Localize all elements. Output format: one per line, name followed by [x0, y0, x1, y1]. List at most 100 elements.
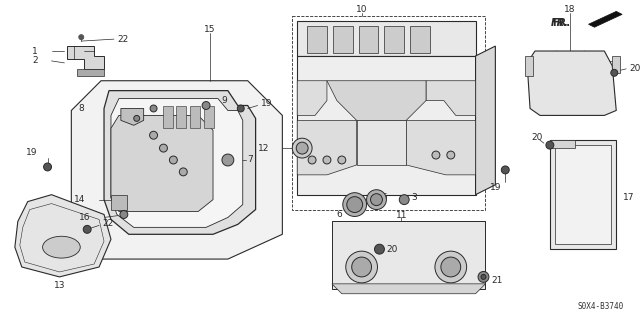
Text: 18: 18	[564, 5, 575, 14]
Polygon shape	[307, 26, 327, 53]
Text: 20: 20	[532, 133, 543, 142]
Polygon shape	[356, 120, 406, 165]
Circle shape	[399, 195, 409, 204]
Polygon shape	[15, 195, 111, 277]
Polygon shape	[406, 120, 476, 175]
Polygon shape	[121, 108, 143, 125]
Ellipse shape	[43, 236, 80, 258]
Polygon shape	[77, 69, 104, 76]
Text: 14: 14	[74, 195, 85, 204]
Polygon shape	[550, 140, 616, 249]
Text: 3: 3	[411, 193, 417, 202]
Text: 8: 8	[79, 104, 84, 113]
Circle shape	[150, 105, 157, 112]
Text: 6: 6	[336, 210, 342, 219]
Text: 11: 11	[396, 211, 407, 220]
Polygon shape	[612, 56, 620, 73]
Text: 7: 7	[248, 155, 253, 165]
Polygon shape	[410, 26, 430, 53]
Text: 22: 22	[117, 35, 128, 44]
Text: 21: 21	[492, 276, 503, 286]
Text: 12: 12	[258, 144, 269, 152]
Circle shape	[237, 105, 244, 112]
Circle shape	[292, 138, 312, 158]
Circle shape	[296, 142, 308, 154]
Circle shape	[323, 156, 331, 164]
Circle shape	[44, 163, 51, 171]
Circle shape	[371, 194, 383, 205]
Text: FR.: FR.	[550, 18, 569, 28]
Polygon shape	[104, 91, 255, 234]
Circle shape	[374, 244, 385, 254]
Circle shape	[343, 193, 367, 217]
Polygon shape	[385, 26, 404, 53]
Text: 2: 2	[32, 56, 38, 65]
Circle shape	[347, 197, 363, 212]
Circle shape	[222, 154, 234, 166]
Circle shape	[441, 257, 461, 277]
Text: 19: 19	[260, 99, 272, 108]
Text: 16: 16	[79, 213, 90, 222]
Text: S0X4-B3740: S0X4-B3740	[578, 302, 624, 311]
Circle shape	[179, 168, 188, 176]
Polygon shape	[358, 26, 378, 53]
Circle shape	[352, 257, 372, 277]
Circle shape	[308, 156, 316, 164]
Text: FR.: FR.	[552, 18, 570, 28]
Polygon shape	[555, 145, 611, 244]
Polygon shape	[525, 56, 533, 76]
Circle shape	[150, 131, 157, 139]
Polygon shape	[527, 51, 616, 115]
Circle shape	[367, 190, 387, 210]
Polygon shape	[190, 106, 200, 128]
Text: 10: 10	[356, 5, 367, 14]
Polygon shape	[297, 81, 327, 115]
Polygon shape	[327, 81, 426, 120]
Text: 1: 1	[32, 47, 38, 56]
Circle shape	[432, 151, 440, 159]
Circle shape	[202, 101, 210, 109]
Circle shape	[481, 274, 486, 279]
Polygon shape	[163, 106, 173, 128]
Circle shape	[120, 211, 128, 219]
Polygon shape	[67, 46, 104, 69]
Text: 15: 15	[204, 25, 216, 34]
Polygon shape	[71, 81, 282, 259]
Polygon shape	[332, 221, 486, 289]
Circle shape	[611, 69, 618, 76]
Polygon shape	[332, 284, 486, 294]
Polygon shape	[204, 106, 214, 128]
Polygon shape	[333, 26, 353, 53]
Circle shape	[79, 35, 84, 40]
Polygon shape	[111, 99, 243, 227]
Polygon shape	[111, 115, 213, 211]
Polygon shape	[111, 195, 127, 210]
Polygon shape	[297, 56, 476, 195]
Polygon shape	[297, 21, 476, 56]
Circle shape	[501, 166, 509, 174]
Text: 13: 13	[54, 281, 65, 290]
Circle shape	[83, 226, 91, 233]
Text: 19: 19	[490, 183, 501, 192]
Circle shape	[546, 141, 554, 149]
Polygon shape	[426, 81, 476, 115]
Circle shape	[447, 151, 455, 159]
Text: 17: 17	[623, 193, 634, 202]
Text: 19: 19	[26, 148, 38, 157]
Polygon shape	[589, 11, 622, 27]
Circle shape	[159, 144, 168, 152]
Polygon shape	[332, 221, 486, 229]
Circle shape	[435, 251, 467, 283]
Circle shape	[134, 115, 140, 121]
Text: 20: 20	[387, 245, 398, 254]
Polygon shape	[177, 106, 186, 128]
Circle shape	[338, 156, 346, 164]
Text: 20: 20	[629, 64, 640, 73]
Polygon shape	[476, 46, 495, 195]
Text: 5: 5	[381, 193, 387, 202]
Polygon shape	[297, 120, 356, 175]
Text: 4: 4	[349, 207, 355, 216]
Text: 9: 9	[221, 96, 227, 105]
Text: 22: 22	[102, 219, 113, 228]
Polygon shape	[550, 140, 575, 148]
